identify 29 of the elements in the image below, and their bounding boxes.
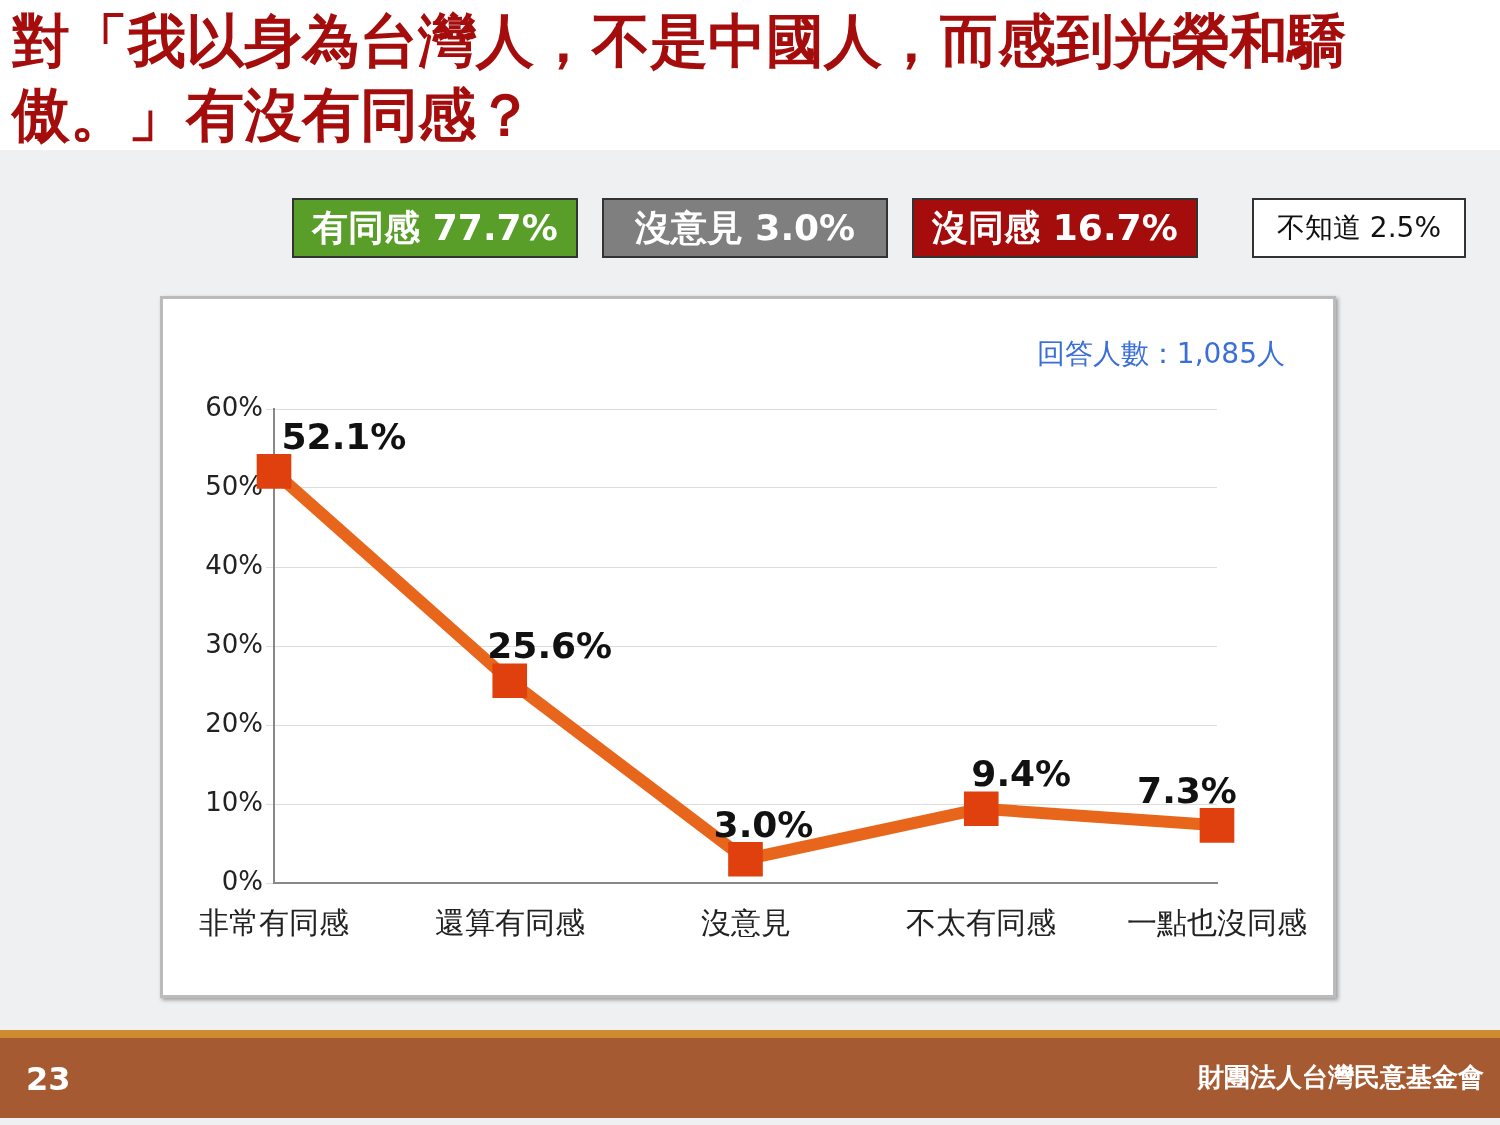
x-tick-label: 非常有同感 bbox=[199, 904, 349, 940]
x-tick-label: 不太有同感 bbox=[906, 904, 1057, 940]
x-tick-label: 還算有同感 bbox=[434, 904, 585, 940]
text: 不知道 2.5% bbox=[1252, 198, 1466, 258]
text: 有同感 77.7% bbox=[292, 198, 578, 258]
data-label: 3.0% bbox=[713, 803, 814, 845]
x-tick-label: 一點也沒同感 bbox=[1127, 904, 1307, 940]
y-tick-label: 0% bbox=[221, 865, 263, 896]
y-tick-label: 40% bbox=[205, 549, 263, 580]
data-label: 25.6% bbox=[487, 625, 613, 667]
text: 財團法人台灣民意基金會 bbox=[1198, 1061, 1484, 1094]
text: 23 bbox=[26, 1060, 71, 1098]
y-tick-label: 30% bbox=[205, 628, 263, 659]
text: 沒同感 16.7% bbox=[912, 198, 1198, 258]
y-tick-label: 20% bbox=[205, 707, 263, 738]
y-tick-label: 60% bbox=[205, 391, 263, 422]
y-tick-label: 50% bbox=[205, 470, 263, 501]
data-label: 7.3% bbox=[1137, 769, 1237, 811]
point bbox=[1199, 808, 1235, 843]
data-label: 9.4% bbox=[971, 753, 1072, 795]
point bbox=[728, 841, 763, 877]
point bbox=[492, 663, 528, 699]
text: 沒意見 3.0% bbox=[602, 198, 888, 258]
data-label: 52.1% bbox=[281, 415, 407, 457]
y-tick-label: 10% bbox=[205, 786, 263, 817]
point bbox=[963, 791, 999, 827]
text: 回答人數：1,085人 bbox=[1036, 336, 1285, 372]
chart-title: 對「我以身為台灣人，不是中國人，而感到光榮和驕傲。」有沒有同感？ bbox=[12, 6, 1347, 151]
x-tick-label: 沒意見 bbox=[700, 904, 791, 940]
